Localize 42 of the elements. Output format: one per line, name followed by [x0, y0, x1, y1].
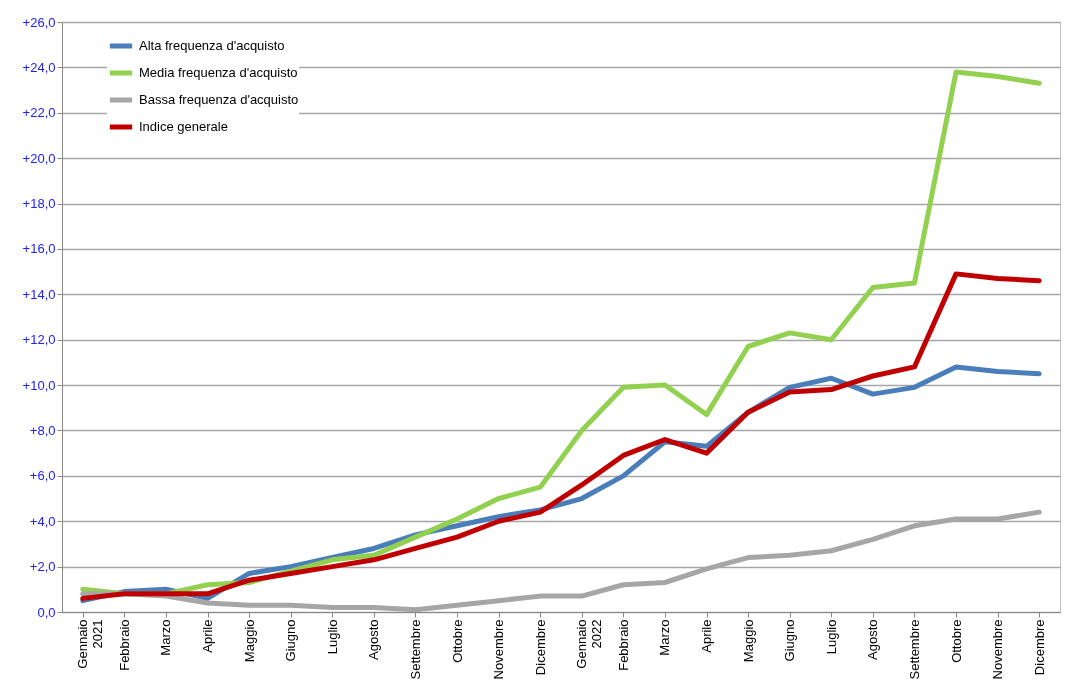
legend-label: Alta frequenza d'acquisto — [139, 38, 285, 53]
x-tick-label: Marzo — [158, 619, 174, 656]
y-tick-label: +10,0 — [22, 377, 56, 393]
y-tick-label: +2,0 — [29, 559, 56, 575]
x-tick-label: Gennaio 2021 — [75, 619, 106, 669]
x-tick-label: Febbraio — [615, 619, 631, 671]
y-tick-label: +24,0 — [22, 59, 56, 75]
x-tick-label: Luglio — [823, 619, 839, 655]
x-tick-label: Aprile — [200, 619, 216, 653]
x-tick-label: Gennaio 2022 — [574, 619, 605, 669]
y-tick-label: +14,0 — [22, 286, 56, 302]
x-tick-label: Maggio — [740, 619, 756, 663]
x-tick-label: Novembre — [491, 619, 507, 680]
y-tick-label: +22,0 — [22, 105, 56, 121]
y-tick-label: +20,0 — [22, 150, 56, 166]
y-tick-label: +4,0 — [29, 513, 56, 529]
y-tick-label: +16,0 — [22, 241, 56, 257]
y-tick-label: +6,0 — [29, 468, 56, 484]
x-tick-label: Febbraio — [116, 619, 132, 671]
x-tick-label: Aprile — [699, 619, 715, 653]
y-tick-label: +8,0 — [29, 422, 56, 438]
y-tick-label: +12,0 — [22, 332, 56, 348]
legend-label: Media frequenza d'acquisto — [139, 65, 298, 80]
x-tick-label: Settembre — [906, 619, 922, 680]
x-tick-label: Giugno — [283, 619, 299, 662]
y-tick-label: +26,0 — [22, 14, 56, 30]
y-tick-label: +18,0 — [22, 196, 56, 212]
legend-label: Bassa frequenza d'acquisto — [139, 92, 299, 107]
x-tick-label: Dicembre — [1031, 619, 1047, 676]
y-tick-label: 0,0 — [37, 604, 56, 620]
x-tick-label: Marzo — [657, 619, 673, 656]
x-tick-label: Ottobre — [449, 619, 465, 663]
x-tick-label: Agosto — [366, 619, 382, 660]
x-tick-label: Maggio — [241, 619, 257, 663]
x-tick-label: Agosto — [865, 619, 881, 660]
x-tick-label: Luglio — [324, 619, 340, 655]
x-tick-label: Dicembre — [532, 619, 548, 676]
legend-label: Indice generale — [139, 119, 228, 134]
x-tick-label: Giugno — [782, 619, 798, 662]
x-tick-label: Settembre — [407, 619, 423, 680]
x-tick-label: Ottobre — [948, 619, 964, 663]
x-tick-label: Novembre — [990, 619, 1006, 680]
